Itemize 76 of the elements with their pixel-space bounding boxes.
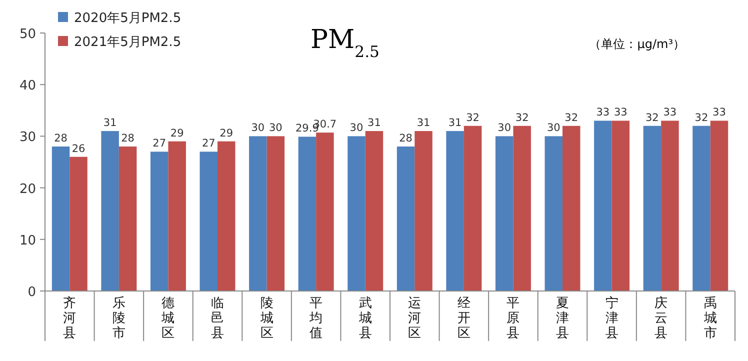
data-label: 28 <box>399 132 412 145</box>
bar <box>249 136 267 291</box>
bar <box>266 136 285 291</box>
bar <box>643 126 662 291</box>
y-tick-label: 50 <box>19 27 36 42</box>
bar <box>612 120 630 291</box>
annotation: （单位：μg/m³） <box>589 37 685 51</box>
x-tick-label: 庆云县 <box>654 296 668 341</box>
bar <box>414 131 432 291</box>
bar <box>101 131 119 291</box>
data-label: 31 <box>368 117 381 130</box>
data-label: 32 <box>515 112 529 124</box>
data-label: 32 <box>564 112 578 124</box>
bar <box>562 126 580 291</box>
data-label: 30 <box>350 122 364 134</box>
bar <box>495 136 514 291</box>
data-label: 33 <box>663 106 677 119</box>
data-label: 32 <box>466 112 480 124</box>
data-label: 33 <box>614 106 628 119</box>
data-label: 32 <box>694 112 708 124</box>
data-label: 30 <box>251 122 265 134</box>
data-label: 28 <box>54 132 68 145</box>
bar <box>692 126 710 291</box>
y-tick-label: 20 <box>19 182 36 197</box>
data-label: 32 <box>646 112 659 124</box>
bar <box>464 126 482 291</box>
x-tick-label: 德城区 <box>160 296 175 341</box>
x-tick-label: 乐陵市 <box>112 296 126 341</box>
bar <box>661 120 679 291</box>
data-label: 29 <box>170 127 184 140</box>
bar <box>544 136 562 291</box>
data-label: 26 <box>72 142 86 155</box>
bar <box>298 136 316 291</box>
y-tick-label: 10 <box>19 233 36 248</box>
x-tick-label: 夏津县 <box>556 296 569 341</box>
bar <box>396 146 415 291</box>
bar <box>118 146 137 291</box>
x-tick-label: 经开区 <box>457 296 470 341</box>
bar <box>710 120 728 291</box>
bar <box>446 131 464 291</box>
y-tick-label: 30 <box>19 130 36 146</box>
data-label: 33 <box>596 106 610 119</box>
data-label: 31 <box>103 117 117 130</box>
bar <box>316 132 334 291</box>
x-tick-label: 禹城市 <box>702 296 717 341</box>
data-label: 30 <box>498 122 512 134</box>
data-label: 29 <box>220 127 234 140</box>
bar <box>200 152 218 291</box>
chart-title: PM$_{2.5}$ <box>310 25 380 61</box>
x-tick-label: 宁津县 <box>605 295 618 341</box>
y-tick-label: 40 <box>19 78 36 94</box>
x-tick-label: 武城县 <box>358 296 372 341</box>
data-label: 27 <box>152 138 166 150</box>
data-label: 31 <box>416 117 430 130</box>
x-tick-label: 齐河县 <box>63 296 76 341</box>
data-label: 33 <box>712 106 726 119</box>
data-label: 30 <box>268 122 282 134</box>
bar <box>594 120 612 291</box>
bar <box>513 126 531 291</box>
y-tick-label: 0 <box>28 285 36 300</box>
x-tick-label: 平原县 <box>506 296 520 341</box>
data-label: 28 <box>121 132 134 145</box>
data-label: 30 <box>546 122 560 134</box>
x-tick-label: 平均值 <box>308 296 323 341</box>
bar <box>150 152 168 291</box>
bar <box>218 141 236 291</box>
bar <box>52 146 70 291</box>
data-label: 27 <box>202 138 216 150</box>
bar <box>365 131 384 291</box>
data-label: 31 <box>448 117 462 130</box>
bar <box>70 156 88 291</box>
x-tick-label: 陵城区 <box>259 296 274 341</box>
x-tick-label: 运河区 <box>408 296 422 341</box>
bar <box>168 141 186 291</box>
x-tick-label: 临邑县 <box>211 296 224 341</box>
bar <box>348 136 366 291</box>
